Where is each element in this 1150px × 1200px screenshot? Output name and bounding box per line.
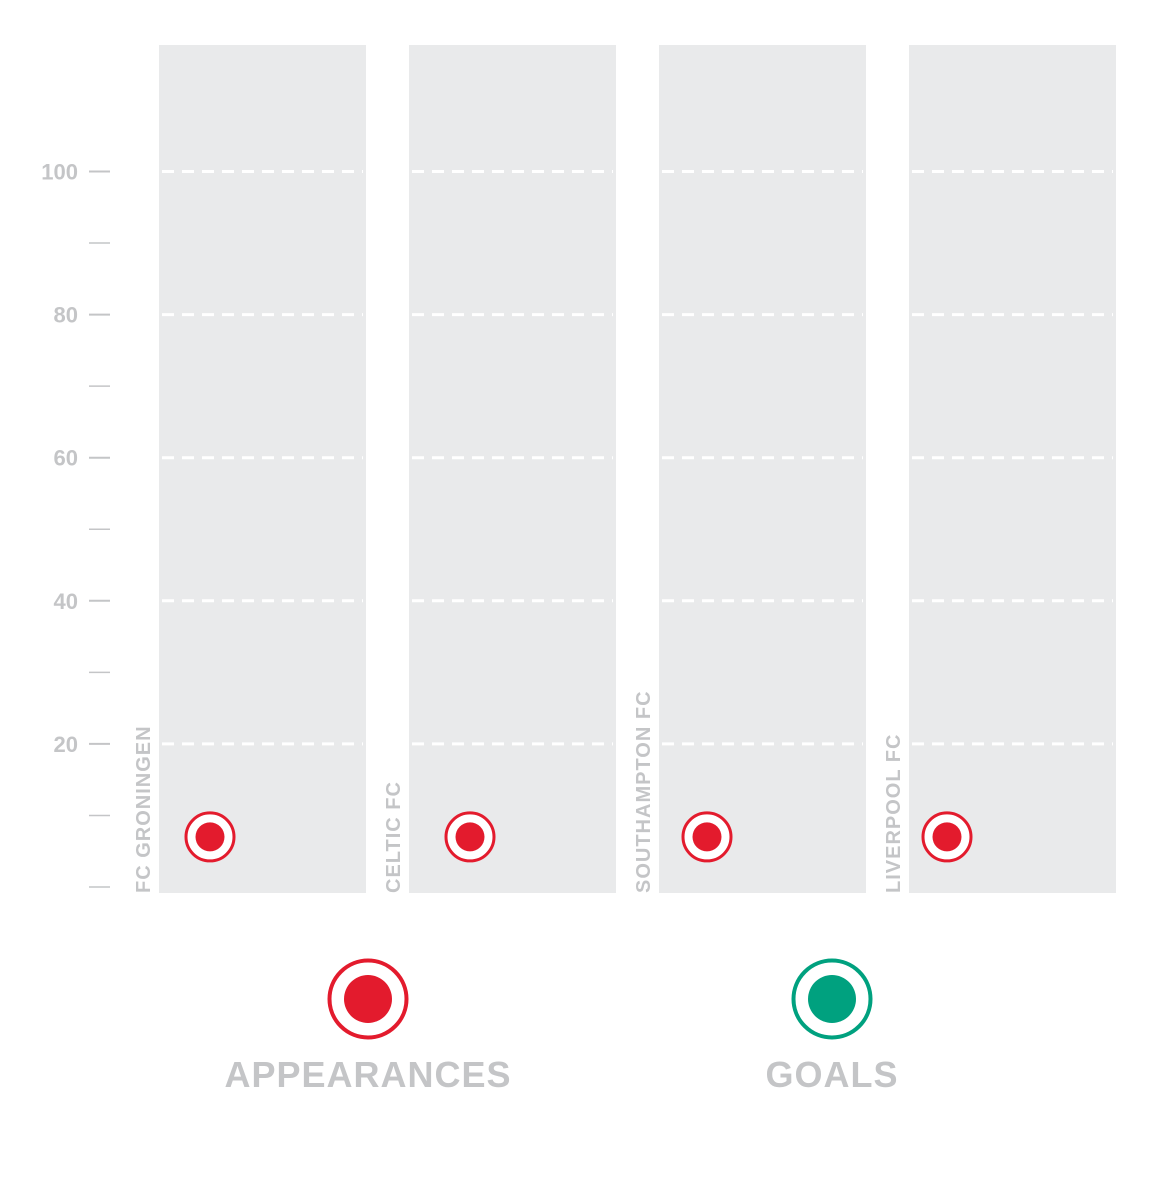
- legend-label: APPEARANCES: [224, 1054, 511, 1095]
- category-panels: FC GRONINGEN CELTIC FC SOUTHAMPTON FC LIVER…: [133, 45, 1116, 893]
- legend: APPEARANCES GOALS: [224, 958, 898, 1095]
- category-label: LIVERPOOL FC: [883, 734, 905, 893]
- point-dot: [692, 822, 722, 852]
- y-tick-label: 60: [54, 446, 78, 471]
- panel-southampton-fc: [659, 45, 866, 893]
- legend-marker-dot: [808, 975, 856, 1023]
- y-tick-label: 80: [54, 303, 78, 328]
- y-tick-label: 100: [41, 160, 78, 185]
- panel-fc-groningen: [159, 45, 366, 893]
- category-label: CELTIC FC: [383, 781, 405, 893]
- legend-label: GOALS: [765, 1054, 898, 1095]
- legend-item-goals: GOALS: [765, 958, 898, 1095]
- point-appearances-southampton-fc: [681, 811, 733, 863]
- point-dot: [195, 822, 225, 852]
- point-dot: [455, 822, 485, 852]
- legend-marker-ring: [791, 958, 873, 1040]
- point-ring: [681, 811, 733, 863]
- legend-marker-dot: [344, 975, 392, 1023]
- data-points: [184, 811, 973, 863]
- point-ring: [444, 811, 496, 863]
- legend-marker-ring: [327, 958, 409, 1040]
- panel-liverpool-fc: [909, 45, 1116, 893]
- point-ring: [184, 811, 236, 863]
- gridlines: [162, 170, 1113, 746]
- y-tick-label: 20: [54, 732, 78, 757]
- y-tick-label: 40: [54, 589, 78, 614]
- legend-item-appearances: APPEARANCES: [224, 958, 511, 1095]
- panel-celtic-fc: [409, 45, 616, 893]
- point-dot: [932, 822, 962, 852]
- category-label: SOUTHAMPTON FC: [633, 690, 655, 893]
- point-appearances-fc-groningen: [184, 811, 236, 863]
- y-axis: 20 40 60 80 100: [41, 160, 110, 888]
- point-appearances-celtic-fc: [444, 811, 496, 863]
- point-ring: [921, 811, 973, 863]
- point-appearances-liverpool-fc: [921, 811, 973, 863]
- category-label: FC GRONINGEN: [133, 725, 155, 893]
